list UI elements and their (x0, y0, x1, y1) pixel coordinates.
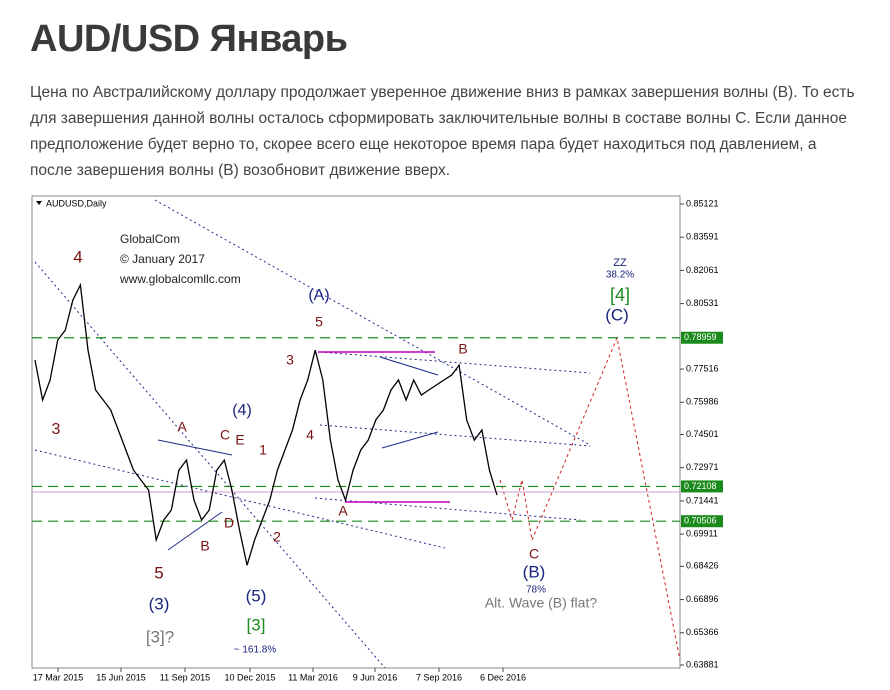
magenta-lines (318, 351, 450, 503)
y-tick-label: 0.80531 (686, 298, 719, 308)
paragraph: Цена по Австралийскому доллару продолжае… (30, 84, 855, 179)
symbol-arrow (36, 201, 42, 205)
wave-label: [3]? (146, 627, 174, 646)
level-label: 0.72108 (684, 481, 717, 491)
y-tick-label: 0.83591 (686, 232, 719, 242)
y-tick-label: 0.77516 (686, 363, 719, 373)
wave-label: (C) (605, 305, 629, 324)
wave-label: B (200, 538, 209, 554)
y-tick-label: 0.68426 (686, 561, 719, 571)
x-tick-label: 6 Dec 2016 (480, 672, 526, 682)
y-tick-label: 0.69911 (686, 528, 718, 538)
wave-label: ~ 161.8% (234, 645, 277, 656)
wave-label: www.globalcomllc.com (119, 272, 241, 286)
wave-label: 5 (315, 314, 323, 330)
wave-label: [3] (247, 615, 266, 634)
x-tick-label: 11 Sep 2015 (160, 672, 210, 682)
page-title: AUD/USD Январь (30, 18, 348, 60)
y-tick-label: 0.82061 (686, 265, 719, 275)
wave-label: 3 (52, 421, 61, 438)
y-tick-label: 0.65366 (686, 627, 719, 637)
level-box (681, 331, 723, 344)
wave-label: ZZ (613, 257, 627, 269)
wave-label: 4 (306, 427, 314, 443)
y-tick-label: 0.66896 (686, 594, 719, 604)
x-tick-label: 15 Jun 2015 (96, 672, 146, 682)
wave-label: 5 (154, 563, 163, 582)
wave-label: 3 (286, 352, 294, 368)
triangle-lines (157, 356, 439, 551)
wave-label: Alt. Wave (B) flat? (485, 595, 598, 611)
price-line (34, 282, 498, 566)
wave-label: GlobalCom (120, 232, 180, 246)
y-tick-label: 0.85121 (686, 198, 719, 208)
wave-label: 4 (73, 247, 82, 266)
level-box (681, 480, 723, 493)
wave-label: 1 (259, 442, 267, 458)
wave-label: A (338, 503, 348, 519)
wave-label: 38.2% (606, 270, 634, 281)
y-tick-label: 0.72971 (686, 462, 719, 472)
wave-label: 78% (526, 585, 546, 596)
wave-label: © January 2017 (120, 252, 205, 266)
wave-label: A (177, 419, 187, 435)
wave-label: [4] (610, 285, 630, 305)
wave-label: E (235, 432, 244, 448)
wave-label: (B) (523, 562, 546, 581)
wave-label: (4) (232, 402, 252, 419)
y-tick-label: 0.75986 (686, 397, 719, 407)
x-tick-label: 10 Dec 2015 (224, 672, 275, 682)
x-tick-label: 9 Jun 2016 (353, 672, 398, 682)
level-label: 0.70506 (684, 516, 717, 526)
x-tick-label: 11 Mar 2016 (288, 672, 338, 682)
wave-label: B (458, 341, 467, 357)
wave-label: C (529, 546, 539, 562)
wave-label: (A) (308, 287, 329, 304)
y-tick-label: 0.74501 (686, 429, 719, 439)
level-label: 0.78959 (684, 332, 717, 342)
wave-label: D (224, 515, 234, 531)
symbol-label: AUDUSD,Daily (46, 198, 107, 208)
wave-label: (5) (246, 586, 267, 605)
plot-frame (31, 195, 681, 669)
y-tick-label: 0.63881 (686, 659, 719, 669)
x-tick-label: 17 Mar 2015 (33, 672, 84, 682)
y-tick-label: 0.71441 (686, 495, 719, 505)
level-box (681, 515, 723, 528)
wave-label: (3) (149, 594, 170, 613)
wave-label: C (220, 427, 230, 443)
trendlines (34, 199, 591, 669)
x-tick-label: 7 Sep 2016 (416, 672, 462, 682)
wave-label: 2 (273, 529, 281, 545)
